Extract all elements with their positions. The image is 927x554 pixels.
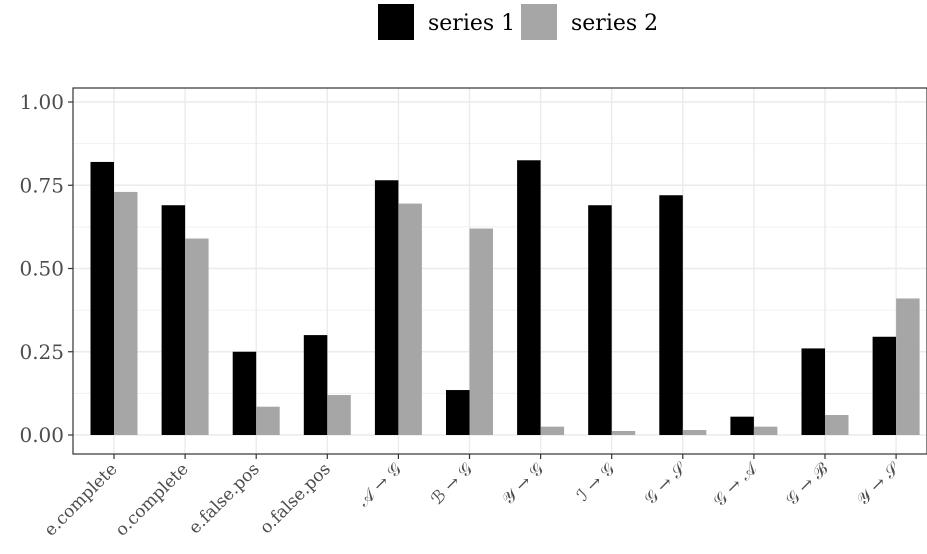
y-tick-label: 0.25 xyxy=(19,340,64,364)
bar-series-1 xyxy=(517,160,541,435)
x-tick-label: 𝒜 → 𝒢 xyxy=(354,459,406,511)
x-tick-label: e.complete xyxy=(40,459,121,540)
y-tick-label: 0.00 xyxy=(19,423,64,447)
x-tick-label: 𝒴 → 𝒢 xyxy=(498,459,548,509)
bar-series-1 xyxy=(303,335,328,435)
bar-series-1 xyxy=(446,390,470,435)
bar-series-2 xyxy=(256,406,280,435)
bar-series-1 xyxy=(232,351,257,435)
bar-series-1 xyxy=(161,205,186,435)
bar-series-2 xyxy=(825,415,849,435)
y-tick-label: 1.00 xyxy=(19,90,64,114)
bar-series-1 xyxy=(659,195,683,435)
bar-series-1 xyxy=(872,336,897,435)
y-tick-label: 0.50 xyxy=(19,257,64,281)
legend-label-series-1: series 1 xyxy=(428,11,515,36)
bar-series-1 xyxy=(90,161,114,435)
x-tick-label: 𝒢 → ℬ xyxy=(782,459,833,510)
bar-series-1 xyxy=(730,416,754,435)
y-tick-label: 0.75 xyxy=(19,173,64,197)
bar-series-1 xyxy=(588,205,612,435)
plot-panel-border xyxy=(72,87,927,455)
legend: series 1 series 2 xyxy=(378,4,658,40)
x-tick-label: ℬ → 𝒢 xyxy=(427,459,477,509)
x-tick-label: o.complete xyxy=(112,459,193,540)
legend-key-series-2 xyxy=(521,4,557,40)
x-tick-label: 𝒢 → 𝒜 xyxy=(710,458,763,511)
legend-label-series-2: series 2 xyxy=(571,11,658,36)
bar-series-2 xyxy=(896,298,920,435)
bar-series-2 xyxy=(398,203,422,435)
x-tick-label: ℐ → 𝒢 xyxy=(573,459,619,505)
bar-series-2 xyxy=(469,228,493,435)
x-tick-label: o.false.pos xyxy=(256,459,335,538)
bar-series-2 xyxy=(611,431,636,435)
bar-series-2 xyxy=(682,430,707,435)
bars xyxy=(90,160,920,435)
bar-series-1 xyxy=(374,180,399,435)
x-tick-label: 𝒢 → 𝒮 xyxy=(641,458,692,509)
bar-series-2 xyxy=(327,395,351,435)
x-axis: e.completeo.completee.false.poso.false.p… xyxy=(40,454,905,540)
y-axis: 0.00 0.25 0.50 0.75 1.00 xyxy=(19,90,73,447)
bar-series-1 xyxy=(801,348,825,435)
x-tick-label: e.false.pos xyxy=(185,459,264,538)
x-tick-label: 𝒴 → 𝒮 xyxy=(853,458,905,510)
bar-series-2 xyxy=(185,238,209,435)
bar-series-2 xyxy=(114,191,138,435)
bar-series-2 xyxy=(540,426,565,435)
bar-series-2 xyxy=(753,426,778,435)
legend-key-series-1 xyxy=(378,4,414,40)
